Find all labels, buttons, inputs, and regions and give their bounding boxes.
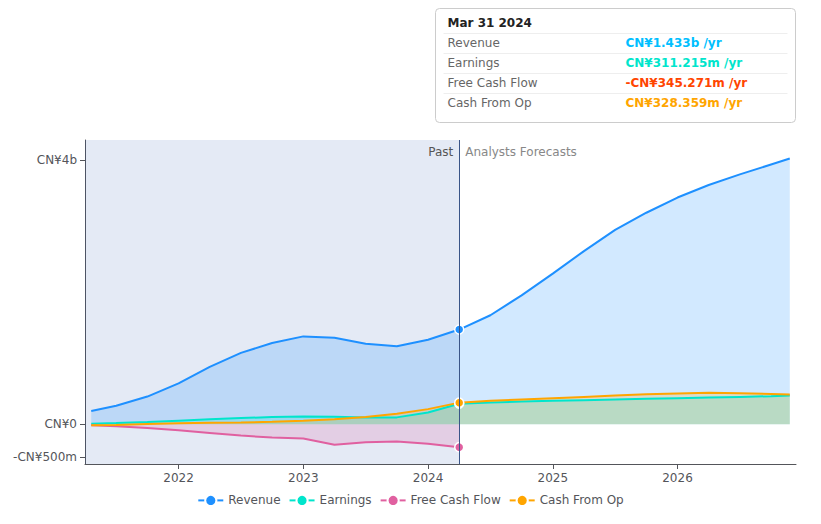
- svg-text:Analysts Forecasts: Analysts Forecasts: [465, 145, 577, 159]
- svg-text:2022: 2022: [163, 471, 194, 485]
- svg-text:Cash From Op: Cash From Op: [540, 493, 624, 507]
- svg-text:CN¥4b: CN¥4b: [37, 153, 77, 167]
- svg-text:Revenue: Revenue: [228, 493, 280, 507]
- svg-text:Free Cash Flow: Free Cash Flow: [411, 493, 501, 507]
- svg-text:2026: 2026: [662, 471, 693, 485]
- svg-text:-CN¥345.271m /yr: -CN¥345.271m /yr: [626, 76, 748, 90]
- svg-text:CN¥328.359m /yr: CN¥328.359m /yr: [626, 96, 743, 110]
- svg-text:Revenue: Revenue: [448, 36, 500, 50]
- svg-text:2025: 2025: [537, 471, 568, 485]
- svg-text:Past: Past: [428, 145, 453, 159]
- svg-text:Mar 31 2024: Mar 31 2024: [448, 16, 532, 30]
- svg-text:CN¥311.215m /yr: CN¥311.215m /yr: [626, 56, 743, 70]
- svg-text:CN¥0: CN¥0: [44, 417, 77, 431]
- svg-text:Cash From Op: Cash From Op: [448, 96, 532, 110]
- svg-text:2024: 2024: [413, 471, 444, 485]
- svg-text:2023: 2023: [288, 471, 319, 485]
- svg-text:Earnings: Earnings: [320, 493, 372, 507]
- svg-text:CN¥1.433b /yr: CN¥1.433b /yr: [626, 36, 722, 50]
- svg-text:Free Cash Flow: Free Cash Flow: [448, 76, 538, 90]
- svg-text:Earnings: Earnings: [448, 56, 500, 70]
- svg-text:-CN¥500m: -CN¥500m: [13, 450, 77, 464]
